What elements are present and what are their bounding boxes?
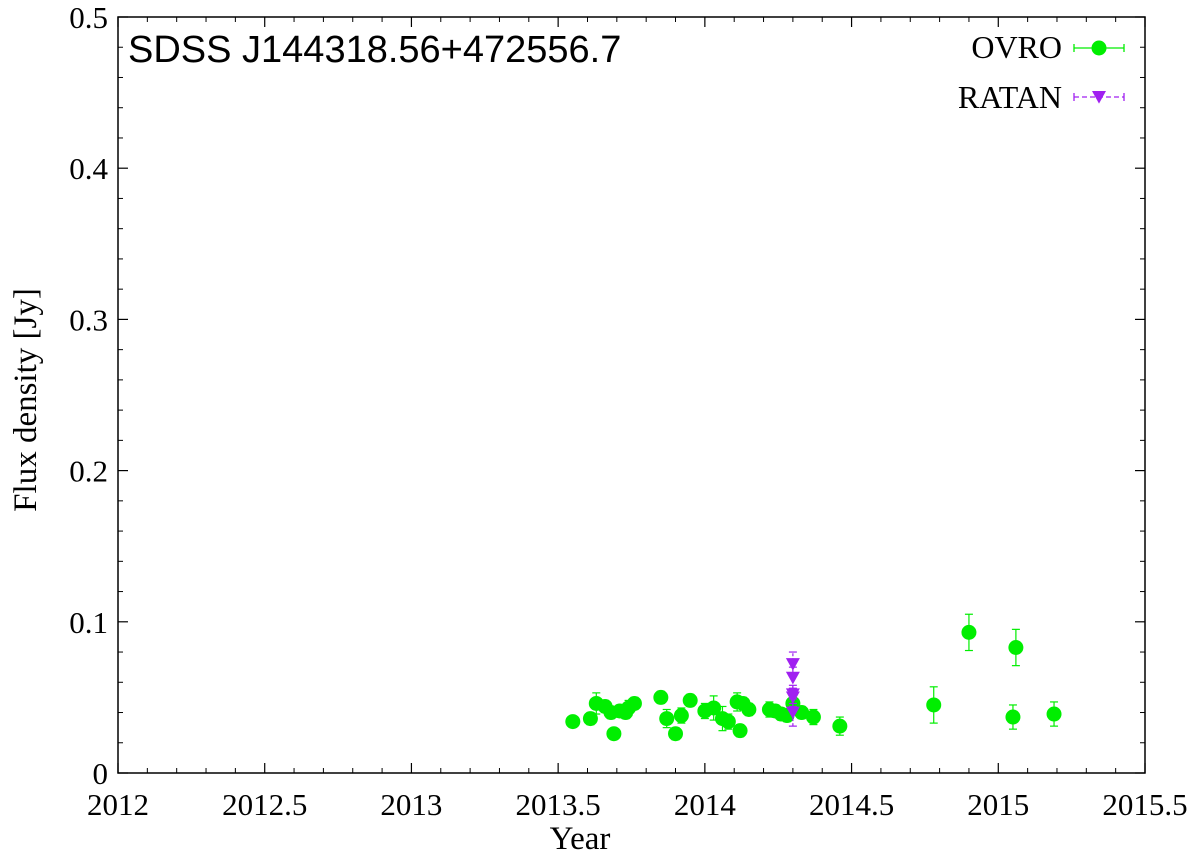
x-tick-label: 2012 — [87, 787, 149, 822]
x-tick-label: 2014 — [674, 787, 737, 822]
data-series — [565, 613, 1062, 742]
y-tick-label: 0 — [93, 756, 109, 791]
data-point-ovro — [673, 708, 689, 724]
data-point-ovro — [706, 700, 722, 716]
data-point-ovro — [606, 726, 622, 742]
data-point-ovro — [832, 718, 848, 734]
legend-marker-ratan — [1073, 91, 1125, 104]
x-tick-label: 2015 — [967, 787, 1029, 822]
series-ratan — [785, 651, 800, 727]
x-tick-label: 2012.5 — [222, 787, 307, 822]
data-point-ovro — [1046, 706, 1062, 722]
data-point-ovro — [659, 711, 675, 727]
legend-symbol — [1091, 40, 1107, 56]
y-tick-label: 0.3 — [69, 302, 108, 337]
x-tick-label: 2013.5 — [516, 787, 601, 822]
y-tick-label: 0.4 — [69, 151, 108, 186]
x-axis-title: Year — [550, 821, 611, 852]
y-tick-label: 0.2 — [69, 454, 108, 489]
data-point-ovro — [805, 709, 821, 725]
series-ovro — [565, 613, 1062, 742]
data-point-ovro — [732, 723, 748, 739]
legend-label-ovro: OVRO — [971, 29, 1062, 65]
legend-entry-ovro: OVRO — [971, 29, 1125, 65]
data-point-ratan — [785, 706, 800, 720]
data-point-ovro — [682, 692, 698, 708]
data-point-ovro — [668, 726, 684, 742]
data-point-ovro — [741, 701, 757, 717]
y-tick-label: 0.5 — [69, 0, 108, 35]
data-point-ratan — [785, 691, 800, 705]
y-axis-title: Flux density [Jy] — [8, 288, 44, 512]
data-point-ovro — [1008, 640, 1024, 656]
legend: OVRO RATAN — [958, 29, 1125, 115]
data-point-ovro — [1005, 709, 1021, 725]
data-point-ovro — [626, 695, 642, 711]
plot-frame — [117, 16, 1146, 774]
legend-marker-ovro — [1073, 40, 1125, 56]
data-point-ovro — [926, 697, 942, 713]
legend-entry-ratan: RATAN — [958, 79, 1125, 115]
legend-label-ratan: RATAN — [958, 79, 1062, 115]
legend-symbol — [1092, 91, 1106, 104]
data-point-ratan — [785, 671, 800, 685]
data-point-ovro — [653, 689, 669, 705]
y-tick-label: 0.1 — [69, 605, 108, 640]
x-axis-ticks: 2012 2012.5 2013 2013.5 2014 2014.5 2015 2015.5 — [87, 17, 1188, 822]
x-tick-label: 2015.5 — [1102, 787, 1187, 822]
data-point-ovro — [961, 624, 977, 640]
x-tick-label: 2013 — [380, 787, 442, 822]
plot-title: SDSS J144318.56+472556.7 — [128, 29, 621, 71]
data-point-ratan — [785, 658, 800, 671]
data-point-ovro — [582, 711, 598, 727]
data-point-ovro — [565, 714, 581, 730]
y-axis-ticks: 0 0.1 0.2 0.3 0.4 0.5 — [69, 0, 1145, 791]
data-point-ovro — [720, 714, 736, 730]
x-tick-label: 2014.5 — [809, 787, 894, 822]
